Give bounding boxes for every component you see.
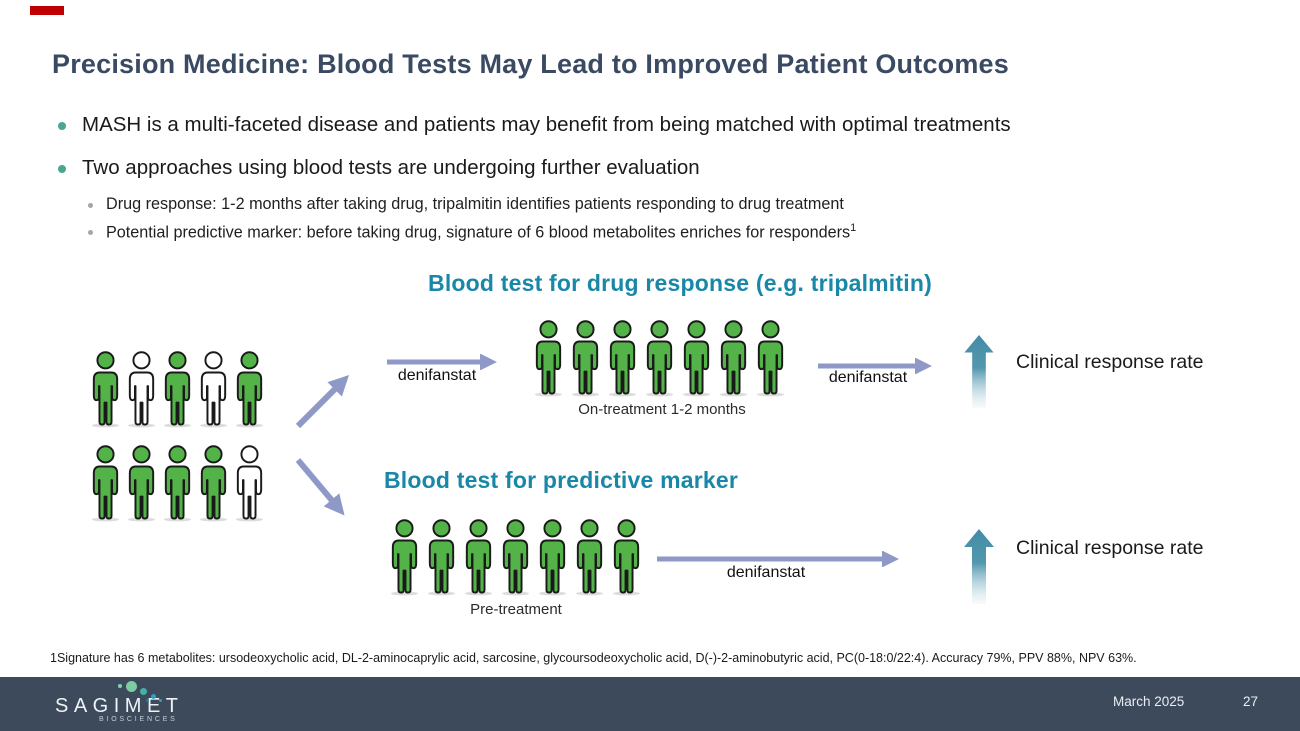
sub-bullet-text-body: Drug response: 1-2 months after taking d…	[106, 195, 844, 213]
group-label: Pre-treatment	[470, 601, 562, 618]
logo-dot	[159, 699, 162, 702]
sub-bullet-item: Potential predictive marker: before taki…	[88, 222, 1238, 242]
footer-bar	[0, 677, 1300, 731]
person-icon	[127, 351, 156, 428]
up-arrow-icon	[964, 334, 994, 409]
footer-date: March 2025	[1113, 694, 1185, 709]
person-icon	[501, 519, 530, 596]
up-arrow-icon	[964, 529, 994, 604]
flow-arrow-icon	[818, 358, 932, 374]
diagonal-down-arrow-icon	[295, 458, 345, 516]
population-pre-treatment	[387, 518, 644, 596]
person-icon	[163, 445, 192, 522]
logo-dot	[146, 699, 149, 702]
person-icon	[199, 351, 228, 428]
person-row	[88, 444, 267, 522]
drug-label: denifanstat	[726, 564, 806, 581]
logo-dot	[151, 694, 156, 699]
person-icon	[612, 519, 641, 596]
person-icon	[645, 320, 674, 397]
person-icon	[608, 320, 637, 397]
section-heading-drug-response: Blood test for drug response (e.g. tripa…	[428, 270, 932, 296]
person-icon	[235, 351, 264, 428]
sub-bullet-dot-icon	[88, 230, 93, 235]
person-icon	[427, 519, 456, 596]
person-icon	[163, 351, 192, 428]
person-icon	[571, 320, 600, 397]
drug-label: denifanstat	[397, 367, 477, 384]
person-icon	[91, 445, 120, 522]
population-baseline	[88, 350, 267, 522]
sub-bullet-text-body: Potential predictive marker: before taki…	[106, 223, 851, 242]
bullet-dot-icon	[58, 122, 66, 130]
logo-dot	[140, 688, 147, 695]
person-icon	[756, 320, 785, 397]
person-row	[387, 518, 644, 596]
person-icon	[235, 445, 264, 522]
bullet-text: MASH is a multi-faceted disease and pati…	[82, 113, 1011, 136]
drug-label: denifanstat	[828, 369, 908, 386]
sub-bullet-superscript: 1	[850, 222, 857, 234]
brand-logo-subtext: BIOSCIENCES	[99, 716, 178, 723]
person-icon	[534, 320, 563, 397]
flow-arrow-icon	[387, 354, 497, 370]
population-on-treatment	[531, 319, 788, 397]
bullet-text: Two approaches using blood tests are und…	[82, 156, 700, 179]
brand-logo: SAGIMET	[55, 695, 184, 717]
person-icon	[199, 445, 228, 522]
sub-bullet-dot-icon	[88, 203, 93, 208]
section-heading-predictive-marker: Blood test for predictive marker	[383, 467, 739, 493]
person-row	[531, 319, 788, 397]
footnote-marker: 1	[50, 651, 57, 665]
bullet-dot-icon	[58, 165, 66, 173]
sub-bullet-text: Potential predictive marker: before taki…	[106, 222, 856, 242]
sub-bullet-text: Drug response: 1-2 months after taking d…	[106, 195, 844, 214]
person-icon	[538, 519, 567, 596]
red-accent-tab	[30, 6, 64, 15]
logo-dot	[126, 681, 137, 692]
person-icon	[682, 320, 711, 397]
person-icon	[390, 519, 419, 596]
person-icon	[575, 519, 604, 596]
person-icon	[127, 445, 156, 522]
logo-dot	[118, 684, 122, 688]
flow-arrow-icon	[657, 551, 899, 567]
sub-bullet-item: Drug response: 1-2 months after taking d…	[88, 195, 1238, 214]
slide-title: Precision Medicine: Blood Tests May Lead…	[52, 49, 1009, 79]
group-label: On-treatment 1-2 months	[578, 401, 746, 418]
footnote-text: Signature has 6 metabolites: ursodeoxych…	[56, 651, 1137, 665]
outcome-label: Clinical response rate	[1016, 537, 1204, 559]
person-icon	[719, 320, 748, 397]
person-icon	[464, 519, 493, 596]
bullet-item: Two approaches using blood tests are und…	[58, 156, 1268, 180]
bullet-item: MASH is a multi-faceted disease and pati…	[58, 113, 1268, 137]
person-icon	[91, 351, 120, 428]
person-row	[88, 350, 267, 428]
page-number: 27	[1243, 694, 1259, 709]
footnote: 1Signature has 6 metabolites: ursodeoxyc…	[50, 651, 1270, 665]
outcome-label: Clinical response rate	[1016, 351, 1204, 373]
diagonal-up-arrow-icon	[295, 374, 350, 429]
